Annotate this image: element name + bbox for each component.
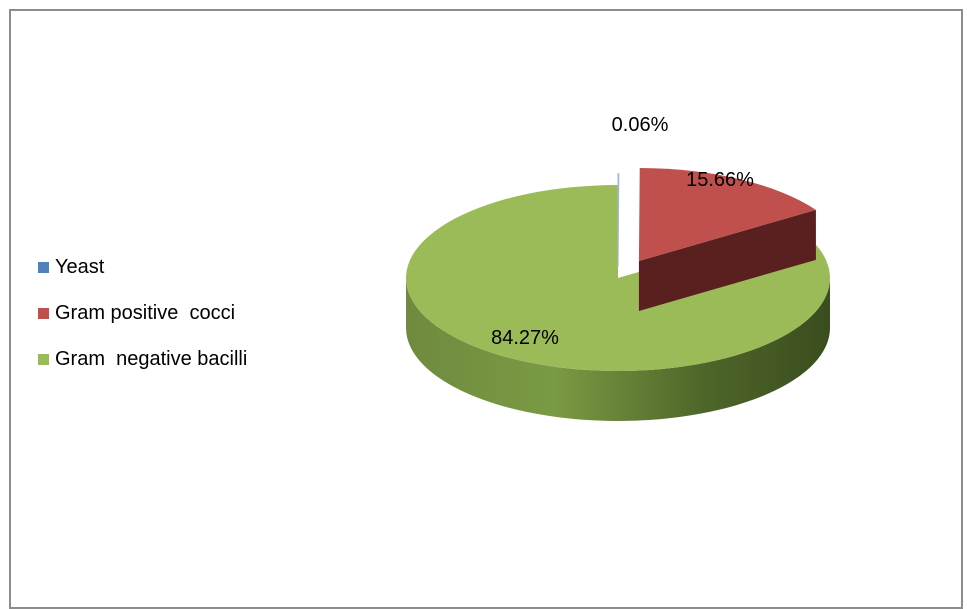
legend-swatch-gram-positive-cocci bbox=[38, 307, 49, 319]
slice-gram-negative-bacilli bbox=[406, 185, 830, 421]
legend: Yeast Gram positive cocci Gram negative … bbox=[38, 244, 247, 382]
slice-gram-positive-cocci-top bbox=[638, 168, 816, 262]
legend-label-yeast: Yeast bbox=[55, 255, 105, 278]
slice-gram-negative-bacilli-top bbox=[406, 185, 830, 371]
slice-yeast bbox=[617, 173, 620, 267]
legend-item-gram-positive-cocci: Gram positive cocci bbox=[38, 290, 247, 336]
legend-item-yeast: Yeast bbox=[38, 244, 247, 290]
slice-gram-positive-cocci-wall bbox=[638, 209, 816, 312]
pie-chart: 0.06% 15.66% 84.27% bbox=[406, 114, 830, 421]
slice-gram-positive-cocci bbox=[638, 168, 816, 312]
legend-label-gram-negative-bacilli: Gram negative bacilli bbox=[55, 347, 248, 370]
slice-gram-negative-bacilli-side bbox=[406, 278, 830, 421]
legend-item-gram-negative-bacilli: Gram negative bacilli bbox=[38, 336, 247, 382]
legend-swatch-yeast bbox=[38, 261, 49, 273]
data-label-gram-positive-cocci: 15.66% bbox=[686, 169, 754, 191]
data-label-gram-negative-bacilli: 84.27% bbox=[491, 327, 559, 349]
legend-label-gram-positive-cocci: Gram positive cocci bbox=[55, 301, 236, 324]
data-label-yeast: 0.06% bbox=[612, 114, 669, 136]
slice-yeast-top bbox=[617, 173, 620, 267]
legend-swatch-gram-negative-bacilli bbox=[38, 353, 49, 365]
